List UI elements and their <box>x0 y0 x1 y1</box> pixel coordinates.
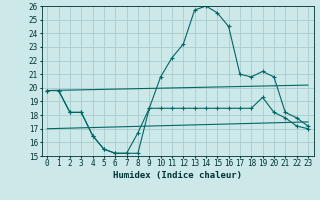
X-axis label: Humidex (Indice chaleur): Humidex (Indice chaleur) <box>113 171 242 180</box>
